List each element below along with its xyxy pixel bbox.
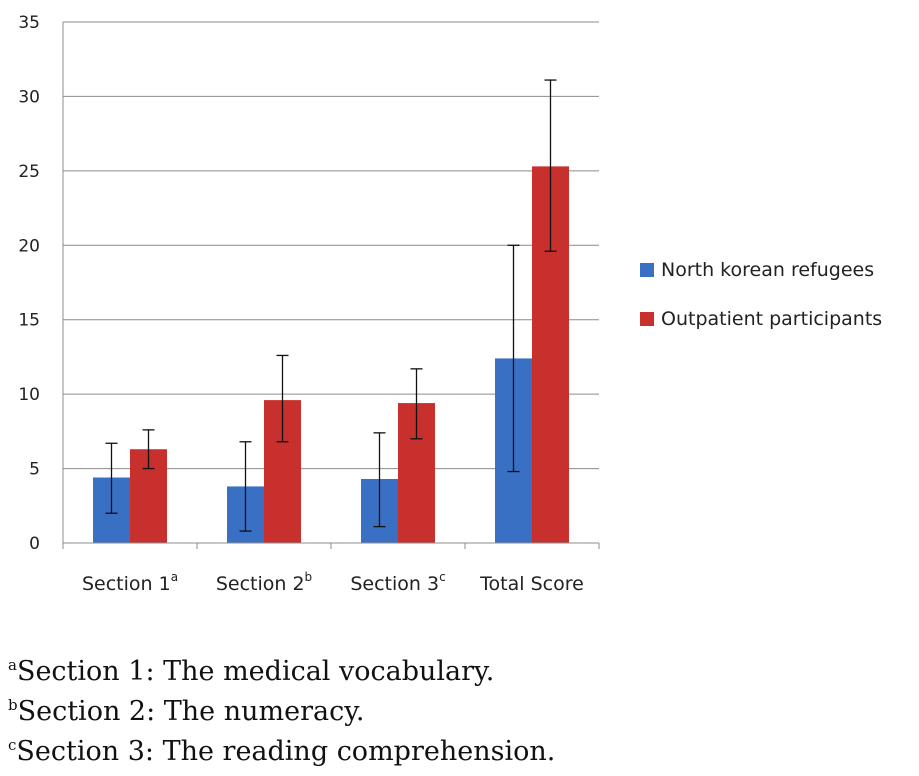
y-tick-label: 35 xyxy=(18,13,40,33)
footnotes: aSection 1: The medical vocabulary. bSec… xyxy=(8,652,555,772)
footnote-text: Section 1: The medical vocabulary. xyxy=(16,656,495,687)
legend: North korean refugees Outpatient particip… xyxy=(640,259,882,330)
footnote-b: bSection 2: The numeracy. xyxy=(8,692,555,732)
footnote-mark: b xyxy=(8,696,18,714)
error-bars xyxy=(105,79,557,532)
axes: 0 5 10 15 20 25 30 35 Section 1a Section 2b Sectio… xyxy=(18,13,600,595)
x-category-label: Section 3c xyxy=(350,570,445,595)
legend-label: Outpatient participants xyxy=(661,308,882,330)
y-tick-label: 30 xyxy=(18,87,40,107)
x-category-label: Section 2b xyxy=(216,570,312,595)
y-tick-label: 25 xyxy=(18,162,40,182)
legend-swatch xyxy=(640,263,654,277)
footnote-text: Section 2: The numeracy. xyxy=(17,696,365,727)
footnote-a: aSection 1: The medical vocabulary. xyxy=(8,652,555,692)
footnote-text: Section 3: The reading comprehension. xyxy=(16,736,556,767)
bars xyxy=(93,166,569,544)
legend-label: North korean refugees xyxy=(661,259,874,281)
footnote-mark: c xyxy=(8,736,17,754)
x-category-label: Section 1a xyxy=(82,570,178,595)
y-tick-label: 10 xyxy=(18,385,40,405)
x-category-label: Total Score xyxy=(479,573,584,595)
legend-swatch xyxy=(640,312,654,326)
y-tick-label: 15 xyxy=(18,311,40,331)
footnote-mark: a xyxy=(8,656,17,674)
gridlines xyxy=(63,21,599,470)
y-tick-label: 5 xyxy=(29,460,40,480)
bar-chart: 0 5 10 15 20 25 30 35 Section 1a Section 2b Sectio… xyxy=(18,13,882,595)
y-tick-label: 0 xyxy=(29,534,40,554)
footnote-c: cSection 3: The reading comprehension. xyxy=(8,732,555,772)
y-tick-label: 20 xyxy=(18,236,40,256)
